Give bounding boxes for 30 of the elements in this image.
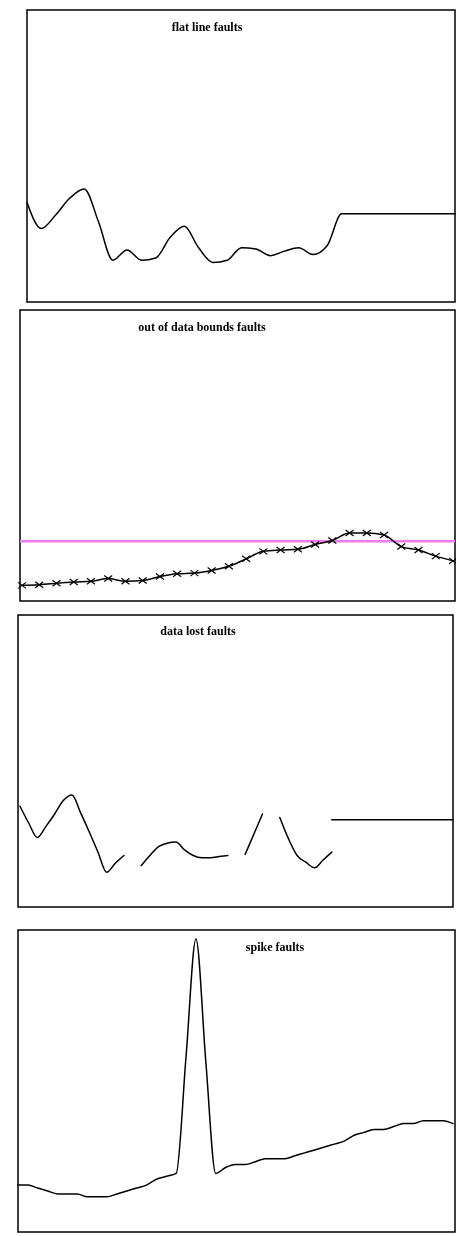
point [258, 547, 268, 555]
point [172, 570, 182, 578]
chart-title: out of data bounds faults [138, 320, 267, 334]
point [138, 577, 148, 585]
point [189, 569, 199, 577]
chart-title: flat line faults [171, 20, 243, 34]
point [413, 546, 424, 554]
point [34, 581, 44, 589]
point [69, 578, 79, 586]
point [224, 562, 234, 570]
point [293, 545, 303, 553]
point [379, 531, 389, 539]
point [241, 555, 251, 563]
point [362, 529, 372, 537]
point [310, 540, 320, 549]
point [86, 577, 96, 585]
point [448, 557, 456, 565]
point [276, 546, 286, 554]
point [327, 536, 337, 545]
point [207, 566, 217, 574]
chart-title: spike faults [245, 940, 305, 954]
point [155, 572, 165, 581]
point [431, 552, 441, 560]
chart-title: data lost faults [160, 624, 236, 638]
point [103, 574, 113, 583]
point [396, 543, 406, 551]
point [120, 577, 131, 585]
point [51, 579, 62, 587]
point [17, 581, 27, 589]
point [344, 529, 355, 537]
